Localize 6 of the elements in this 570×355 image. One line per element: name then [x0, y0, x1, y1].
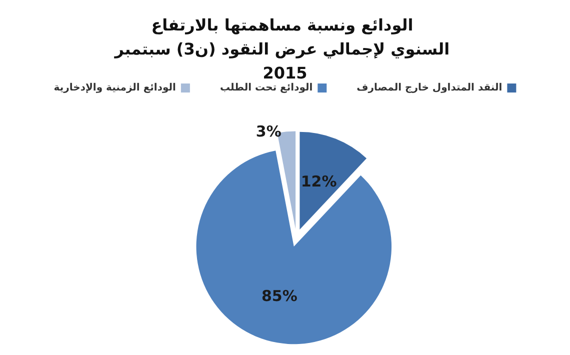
data-label: 3%	[256, 122, 282, 141]
legend-label: الودائع تحت الطلب	[220, 82, 313, 94]
legend-label: الودائع الزمنية والإدخارية	[54, 82, 176, 94]
legend-label: النقد المتداول خارج المصارف	[356, 82, 502, 94]
data-label: 12%	[300, 172, 337, 190]
data-label: 85%	[261, 287, 298, 306]
